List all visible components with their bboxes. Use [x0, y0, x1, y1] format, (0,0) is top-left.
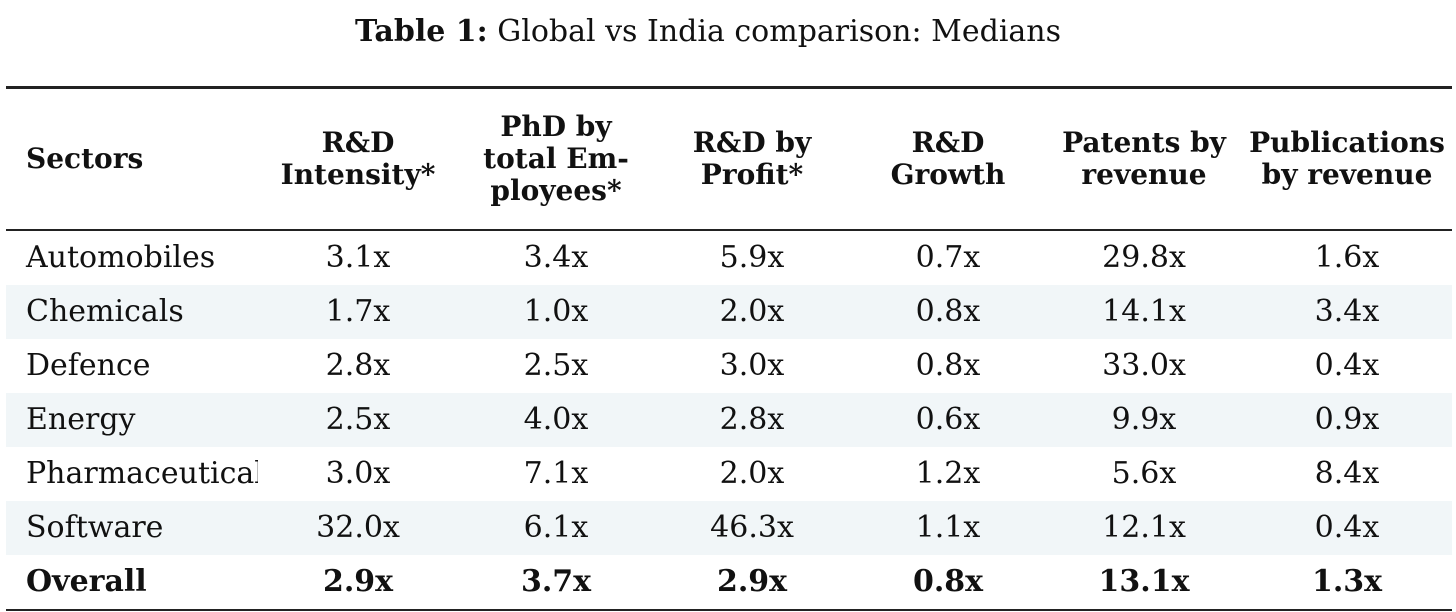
value-cell: 7.1x — [523, 455, 589, 491]
value-cell: 0.4x — [1314, 347, 1380, 383]
table-row: Energy 2.5x 4.0x 2.8x 0.6x 9.9x 0.9x — [6, 392, 1452, 447]
header-row: Sectors R&D Intensity* PhD by total Em- … — [6, 87, 1452, 230]
comparison-table: Sectors R&D Intensity* PhD by total Em- … — [6, 86, 1452, 611]
header-line: ployees* — [490, 173, 622, 207]
value-cell: 14.1x — [1102, 293, 1186, 329]
value-cell: 1.7x — [325, 293, 391, 329]
value-cell: 2.8x — [719, 401, 785, 437]
value-cell: 0.8x — [912, 563, 984, 599]
table-row: Defence 2.8x 2.5x 3.0x 0.8x 33.0x 0.4x — [6, 339, 1452, 393]
value-cell: 0.7x — [915, 239, 981, 275]
table-row: Pharmaceuticals 3.0x 7.1x 2.0x 1.2x 5.6x… — [6, 447, 1452, 501]
header-line: R&D by — [692, 125, 812, 159]
sector-cell: Chemicals — [26, 293, 184, 329]
header-publications-by-revenue: Publications by revenue — [1242, 88, 1452, 230]
header-rd-intensity: R&D Intensity* — [258, 88, 458, 230]
header-line: Intensity* — [280, 157, 436, 191]
value-cell: 0.8x — [915, 293, 981, 329]
header-line: Growth — [890, 157, 1006, 191]
sector-cell: Overall — [26, 563, 147, 599]
sector-cell: Defence — [26, 347, 151, 383]
value-cell: 2.9x — [716, 563, 788, 599]
header-line: Sectors — [26, 141, 144, 175]
value-cell: 5.6x — [1111, 455, 1177, 491]
header-patents-by-revenue: Patents by revenue — [1046, 88, 1242, 230]
value-cell: 1.3x — [1311, 563, 1383, 599]
value-cell: 0.4x — [1314, 509, 1380, 545]
value-cell: 3.0x — [325, 455, 391, 491]
header-line: total Em- — [483, 141, 629, 175]
value-cell: 3.4x — [523, 239, 589, 275]
value-cell: 3.4x — [1314, 293, 1380, 329]
caption-label: Table 1: — [354, 14, 488, 49]
header-line: Profit* — [700, 157, 804, 191]
value-cell: 5.9x — [719, 239, 785, 275]
header-rd-growth: R&D Growth — [850, 88, 1046, 230]
header-sectors: Sectors — [6, 88, 258, 230]
sector-cell: Software — [26, 509, 164, 545]
value-cell: 1.0x — [523, 293, 589, 329]
value-cell: 2.8x — [325, 347, 391, 383]
header-line: revenue — [1081, 157, 1207, 191]
header-line: R&D — [321, 125, 395, 159]
value-cell: 0.8x — [915, 347, 981, 383]
value-cell: 12.1x — [1102, 509, 1186, 545]
sector-cell: Automobiles — [26, 239, 216, 275]
header-line: R&D — [911, 125, 985, 159]
value-cell: 1.6x — [1314, 239, 1380, 275]
caption-text: Global vs India comparison: Medians — [497, 14, 1062, 49]
value-cell: 4.0x — [523, 401, 589, 437]
overall-row: Overall 2.9x 3.7x 2.9x 0.8x 13.1x 1.3x — [6, 555, 1452, 610]
sector-cell: Pharmaceuticals — [26, 455, 258, 491]
header-line: Patents by — [1062, 125, 1226, 159]
value-cell: 1.1x — [915, 509, 981, 545]
table-caption: Table 1: Global vs India comparison: Med… — [0, 12, 1416, 52]
header-line: Publications — [1249, 125, 1445, 159]
value-cell: 0.6x — [915, 401, 981, 437]
table-row: Automobiles 3.1x 3.4x 5.9x 0.7x 29.8x 1.… — [6, 230, 1452, 285]
value-cell: 46.3x — [710, 509, 794, 545]
value-cell: 3.1x — [325, 239, 391, 275]
value-cell: 2.5x — [523, 347, 589, 383]
value-cell: 2.0x — [719, 455, 785, 491]
header-phd-by-employees: PhD by total Em- ployees* — [458, 88, 654, 230]
value-cell: 9.9x — [1111, 401, 1177, 437]
header-line: by revenue — [1261, 157, 1433, 191]
table-row: Chemicals 1.7x 1.0x 2.0x 0.8x 14.1x 3.4x — [6, 284, 1452, 339]
table-row: Software 32.0x 6.1x 46.3x 1.1x 12.1x 0.4… — [6, 500, 1452, 555]
value-cell: 0.9x — [1314, 401, 1380, 437]
header-line: PhD by — [500, 109, 612, 143]
header-rd-by-profit: R&D by Profit* — [654, 88, 850, 230]
value-cell: 33.0x — [1102, 347, 1186, 383]
value-cell: 3.7x — [520, 563, 592, 599]
value-cell: 2.0x — [719, 293, 785, 329]
value-cell: 1.2x — [915, 455, 981, 491]
value-cell: 29.8x — [1102, 239, 1186, 275]
value-cell: 8.4x — [1314, 455, 1380, 491]
value-cell: 2.5x — [325, 401, 391, 437]
value-cell: 32.0x — [316, 509, 400, 545]
value-cell: 13.1x — [1098, 563, 1190, 599]
value-cell: 3.0x — [719, 347, 785, 383]
value-cell: 2.9x — [322, 563, 394, 599]
sector-cell: Energy — [26, 401, 136, 437]
value-cell: 6.1x — [523, 509, 589, 545]
